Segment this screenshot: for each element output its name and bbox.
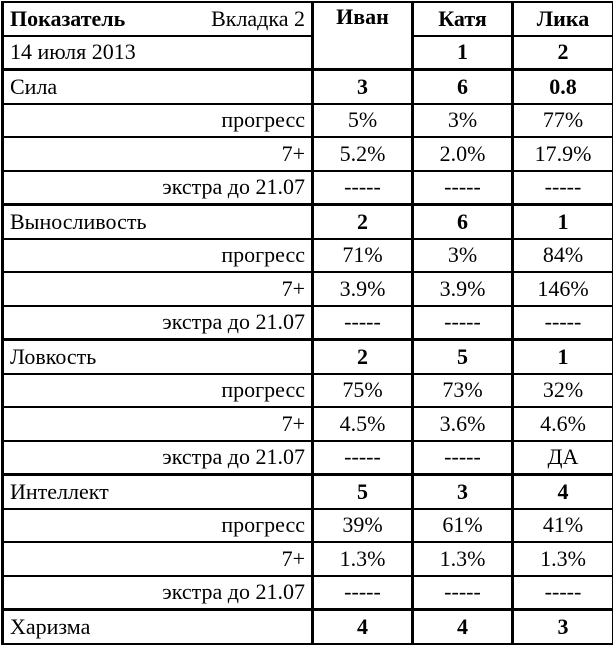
date-label: 14 июля 2013: [3, 36, 313, 70]
metric-value: 3.9%: [413, 272, 513, 306]
metric-value: 4.5%: [313, 407, 413, 441]
metric-value: 41%: [513, 509, 613, 543]
section-name: Выносливость: [3, 205, 313, 239]
section-value: 0.8: [513, 70, 613, 104]
metric-value: 32%: [513, 374, 613, 408]
metric-label: 7+: [3, 542, 313, 576]
metric-label: экстра до 21.07: [3, 576, 313, 610]
metric-value: -----: [413, 441, 513, 475]
metric-value: 3.6%: [413, 407, 513, 441]
indicator-label: Показатель: [10, 5, 125, 33]
metric-value: 75%: [313, 374, 413, 408]
metric-value: -----: [413, 306, 513, 340]
metric-value: 3.9%: [313, 272, 413, 306]
metric-row: экстра до 21.07---------------: [3, 306, 613, 340]
section-value: 4: [313, 610, 413, 644]
metric-label: прогресс: [3, 374, 313, 408]
metric-row: 7+4.5%3.6%4.6%: [3, 407, 613, 441]
rank-katya: 1: [413, 36, 513, 70]
metric-value: -----: [313, 576, 413, 610]
rank-lika: 2: [513, 36, 613, 70]
metric-value: 5%: [313, 104, 413, 138]
metric-label: прогресс: [3, 239, 313, 273]
metric-label: прогресс: [3, 104, 313, 138]
tab-label: Вкладка 2: [211, 5, 305, 33]
metric-value: -----: [313, 306, 413, 340]
metric-row: 7+5.2%2.0%17.9%: [3, 137, 613, 171]
header-row: Показатель Вкладка 2 Иван Катя Лика: [3, 2, 613, 36]
section-value: 5: [413, 340, 513, 374]
metric-value: 17.9%: [513, 137, 613, 171]
section-value: 2: [313, 340, 413, 374]
metric-label: 7+: [3, 407, 313, 441]
metric-value: 84%: [513, 239, 613, 273]
metric-value: 5.2%: [313, 137, 413, 171]
column-ivan: Иван: [313, 2, 413, 70]
metric-value: 1.3%: [513, 542, 613, 576]
metric-value: 3%: [413, 104, 513, 138]
section-name: Харизма: [3, 610, 313, 644]
metric-row: экстра до 21.07---------------: [3, 171, 613, 205]
metric-value: 71%: [313, 239, 413, 273]
metric-row: экстра до 21.07----------ДА: [3, 441, 613, 475]
section-value: 4: [413, 610, 513, 644]
metric-value: 39%: [313, 509, 413, 543]
metric-label: экстра до 21.07: [3, 306, 313, 340]
metric-row: 7+1.3%1.3%1.3%: [3, 542, 613, 576]
header-row-2: 14 июля 2013 1 2: [3, 36, 613, 70]
metric-value: 1.3%: [413, 542, 513, 576]
section-name: Сила: [3, 70, 313, 104]
metric-value: 2.0%: [413, 137, 513, 171]
metric-value: -----: [413, 171, 513, 205]
metric-row: 7+3.9%3.9%146%: [3, 272, 613, 306]
metric-label: 7+: [3, 272, 313, 306]
metric-value: ДА: [513, 441, 613, 475]
metric-value: -----: [513, 576, 613, 610]
metric-value: 4.6%: [513, 407, 613, 441]
metric-value: -----: [313, 441, 413, 475]
metric-label: 7+: [3, 137, 313, 171]
metric-label: экстра до 21.07: [3, 441, 313, 475]
metric-value: 3%: [413, 239, 513, 273]
section-value: 6: [413, 205, 513, 239]
metric-value: 73%: [413, 374, 513, 408]
metric-value: 61%: [413, 509, 513, 543]
column-katya: Катя: [413, 2, 513, 36]
metric-label: прогресс: [3, 509, 313, 543]
metric-value: -----: [513, 171, 613, 205]
metric-label: экстра до 21.07: [3, 171, 313, 205]
metric-value: 146%: [513, 272, 613, 306]
metric-value: 1.3%: [313, 542, 413, 576]
section-value: 2: [313, 205, 413, 239]
section-value: 3: [413, 475, 513, 509]
section-value: 3: [313, 70, 413, 104]
header-title-cell: Показатель Вкладка 2: [3, 2, 313, 36]
section-value: 1: [513, 340, 613, 374]
metric-value: -----: [513, 306, 613, 340]
column-lika: Лика: [513, 2, 613, 36]
metric-value: 77%: [513, 104, 613, 138]
metric-row: экстра до 21.07---------------: [3, 576, 613, 610]
metric-value: -----: [413, 576, 513, 610]
section-name: Ловкость: [3, 340, 313, 374]
section-value: 1: [513, 205, 613, 239]
metric-value: -----: [313, 171, 413, 205]
section-name: Интеллект: [3, 475, 313, 509]
section-value: 3: [513, 610, 613, 644]
section-value: 4: [513, 475, 613, 509]
section-value: 6: [413, 70, 513, 104]
section-value: 5: [313, 475, 413, 509]
